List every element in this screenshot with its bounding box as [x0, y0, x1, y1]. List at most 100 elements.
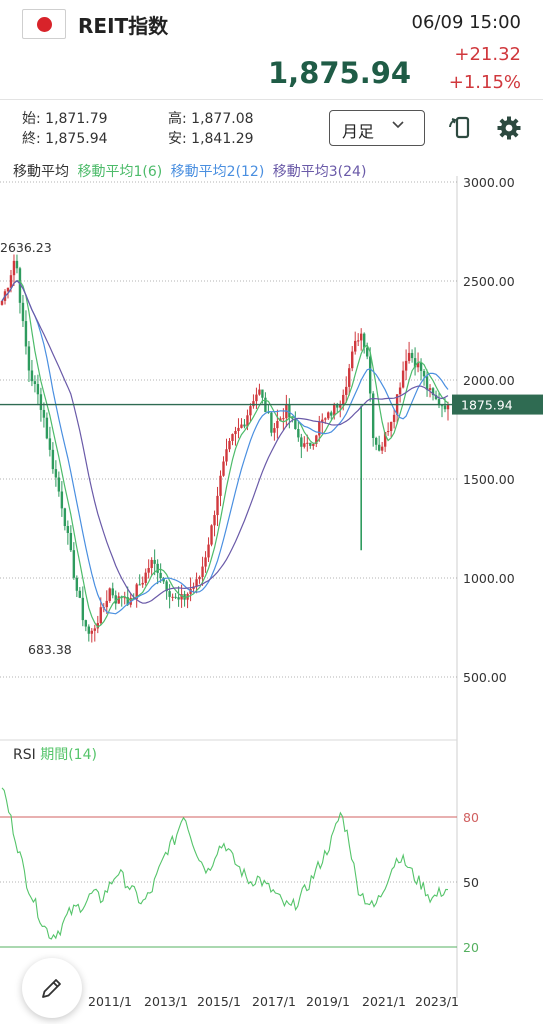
ohlc-high: 高: 1,877.08 [168, 111, 254, 127]
current-price: 1,875.94 [268, 56, 412, 90]
candle-body [81, 597, 85, 621]
candle-body [69, 532, 73, 551]
candle-body [365, 347, 369, 357]
candle-body [273, 428, 276, 433]
candle-body [446, 404, 450, 410]
candle-body [45, 417, 49, 439]
candle-body [48, 438, 52, 450]
candle-body [386, 431, 390, 433]
index-title: REIT指数 [78, 14, 169, 38]
candle-body [168, 591, 171, 597]
candle-body [171, 596, 174, 598]
candle-body [144, 572, 147, 583]
candle-body [72, 550, 76, 578]
price-change-percent: +1.15% [448, 72, 521, 93]
candle-body [78, 590, 82, 598]
candle-body [117, 596, 120, 604]
candle-body [261, 389, 264, 398]
candle-body [336, 404, 339, 408]
candle-body [213, 515, 216, 526]
price-tick-label: 2500.00 [463, 274, 515, 289]
candle-body [228, 440, 231, 450]
candle-body [267, 412, 270, 414]
candle-body [156, 563, 159, 573]
candle-body [422, 370, 426, 377]
current-price-tag [452, 394, 543, 415]
candle-body [15, 260, 19, 269]
candle-body [288, 404, 291, 418]
candle-body [42, 409, 46, 418]
candle-body [198, 576, 201, 580]
candle-body [306, 442, 309, 444]
candle-body [404, 360, 408, 371]
candle-body [162, 577, 165, 582]
candle-body [300, 437, 303, 447]
x-tick-label: 2015/1 [197, 994, 241, 1009]
rsi-line [1, 787, 449, 940]
candle-body [39, 394, 43, 410]
candle-body [309, 442, 312, 446]
rotate-screen-icon[interactable] [446, 113, 476, 143]
candle-body [36, 384, 40, 395]
low-annotation: 683.38 [28, 642, 72, 657]
candle-body [357, 340, 360, 342]
ohlc-open: 始: 1,871.79 [22, 111, 108, 127]
candle-body [33, 381, 37, 385]
candle-body [333, 404, 336, 416]
candle-body [9, 275, 13, 288]
candle-body [204, 557, 207, 567]
candle-body [165, 581, 168, 592]
price-tick-label: 3000.00 [463, 175, 515, 190]
candle-body [410, 352, 414, 359]
x-tick-label: 2023/1 [415, 994, 459, 1009]
candle-body [63, 508, 67, 527]
candle-body [380, 446, 384, 451]
chevron-down-icon [392, 121, 404, 129]
candle-body [60, 491, 64, 509]
candle-body [383, 432, 387, 447]
candle-body [351, 351, 354, 369]
candle-body [294, 418, 297, 430]
candle-body [348, 368, 351, 387]
candle-body [330, 412, 333, 416]
period-select[interactable]: 月足 [329, 110, 425, 146]
candle-body [219, 475, 222, 496]
rsi-legend-period: 期間(14) [40, 747, 97, 763]
candle-body [252, 401, 255, 407]
candle-body [153, 559, 156, 564]
high-annotation: 2636.23 [0, 240, 52, 255]
draw-button[interactable] [22, 958, 82, 1018]
candle-body [108, 588, 111, 601]
x-tick-label: 2021/1 [362, 994, 406, 1009]
rsi-tick-label: 20 [463, 940, 479, 955]
candle-body [216, 495, 219, 516]
candle-body [201, 566, 204, 577]
candle-body [54, 469, 58, 478]
candle-body [207, 544, 210, 558]
candle-body [321, 419, 324, 422]
ohlc-low: 安: 1,841.29 [168, 131, 254, 147]
candle-body [434, 395, 438, 400]
candle-body [303, 443, 306, 447]
candle-body [312, 443, 315, 446]
candle-body [431, 388, 435, 396]
candle-body [87, 626, 91, 634]
candle-body [126, 597, 129, 605]
japan-flag-icon [22, 9, 66, 39]
candle-body [377, 444, 381, 451]
candle-body [270, 412, 273, 433]
candle-body [93, 628, 96, 631]
candle-body [342, 394, 345, 405]
candle-body [210, 525, 213, 545]
ma-legend-ma2: 移動平均2(12) [170, 164, 265, 180]
quote-datetime: 06/09 15:00 [411, 12, 521, 33]
price-tick-label: 500.00 [463, 670, 507, 685]
ma-legend-base: 移動平均 [13, 164, 69, 180]
candle-body [389, 421, 393, 432]
candle-body [111, 588, 114, 596]
gear-icon[interactable] [494, 113, 524, 143]
candle-body [345, 386, 348, 395]
candle-body [0, 300, 4, 305]
price-tick-label: 2000.00 [463, 373, 515, 388]
